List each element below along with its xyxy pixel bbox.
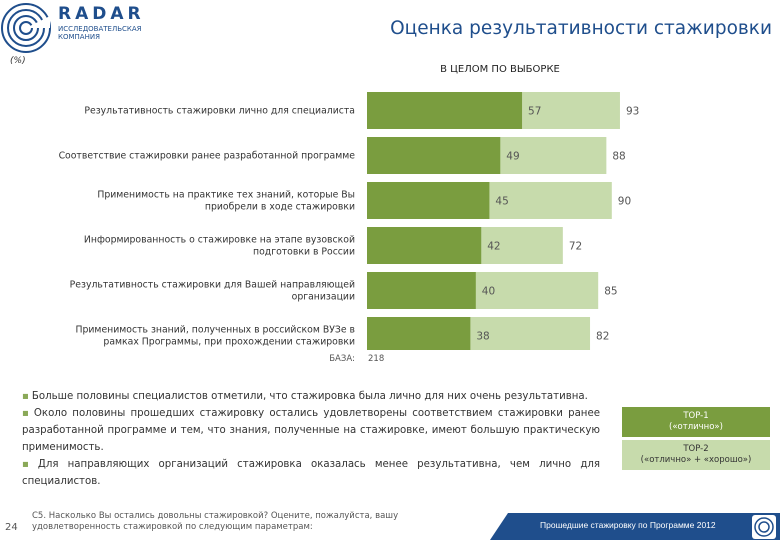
value-label-top2-4: 72 (569, 241, 582, 253)
value-label-top2-6: 82 (596, 331, 609, 343)
category-label-4: Информированность о стажировке на этапе … (84, 235, 355, 258)
value-label-top1-1: 57 (528, 106, 541, 118)
bullet-icon: ▪ (22, 391, 29, 402)
bar-top1-3 (367, 182, 490, 219)
bar-top1-5 (367, 272, 476, 309)
base-label: БАЗА: (329, 354, 355, 364)
bar-top1-2 (367, 137, 501, 174)
value-label-top2-1: 93 (626, 106, 639, 118)
base-value: 218 (368, 354, 385, 364)
note-1: ▪ Больше половины специалистов отметили, … (22, 388, 600, 405)
category-label-6: Применимость знаний, полученных в россий… (76, 325, 356, 348)
question-text: С5. Насколько Вы остались довольны стажи… (32, 511, 399, 532)
note-2: ▪ Около половины прошедших стажировку ост… (22, 405, 600, 456)
legend-top2-title: TOP-2 (683, 444, 709, 454)
radar-small-logo-icon (752, 515, 776, 539)
legend-top2: TOP-2 («отлично» + «хорошо») (622, 440, 770, 470)
bar-top1-1 (367, 92, 523, 129)
note-3: ▪ Для направляющих организаций стажировка… (22, 456, 600, 490)
value-label-top1-5: 40 (482, 286, 495, 298)
value-label-top1-2: 49 (506, 151, 519, 163)
note-text: Для направляющих организаций стажировка … (22, 459, 600, 487)
bar-top1-6 (367, 317, 471, 350)
note-text: Около половины прошедших стажировку оста… (22, 408, 601, 453)
legend-top1-desc: («отлично») (669, 422, 723, 432)
logo-name: RADAR (58, 4, 145, 24)
value-label-top2-3: 90 (618, 196, 631, 208)
category-label-1: Результативность стажировки лично для сп… (84, 106, 355, 117)
page-number: 24 (5, 522, 18, 533)
chart-title: В ЦЕЛОМ ПО ВЫБОРКЕ (440, 64, 560, 75)
bar-chart: 57 93 Результативность стажировки лично дл… (59, 92, 639, 350)
value-label-top1-3: 45 (495, 196, 508, 208)
legend-top1: TOP-1 («отлично») (622, 407, 770, 437)
value-label-top2-2: 88 (612, 151, 625, 163)
unit-label: (%) (10, 56, 26, 66)
footer-caption: Прошедшие стажировку по Программе 2012 (540, 520, 716, 530)
category-label-2: Соответствие стажировки ранее разработан… (59, 151, 356, 162)
value-label-top1-4: 42 (487, 241, 500, 253)
bar-top1-4 (367, 227, 482, 264)
value-label-top2-5: 85 (604, 286, 617, 298)
legend-top1-title: TOP-1 (683, 411, 709, 421)
note-text: Больше половины специалистов отметили, ч… (31, 391, 588, 402)
category-label-3: Применимость на практике тех знаний, кот… (97, 190, 355, 213)
category-label-5: Результативность стажировки для Вашей на… (70, 280, 355, 303)
logo-subtitle: ИССЛЕДОВАТЕЛЬСКАЯ КОМПАНИЯ (58, 25, 142, 41)
radar-logo-icon (1, 3, 51, 53)
value-label-top1-6: 38 (476, 331, 489, 343)
summary-notes: ▪ Больше половины специалистов отметили, … (22, 388, 600, 490)
page-title: Оценка результативности стажировки (390, 18, 772, 39)
radar-logo: RADAR ИССЛЕДОВАТЕЛЬСКАЯ КОМПАНИЯ (0, 0, 150, 60)
bullet-icon: ▪ (22, 408, 31, 419)
legend-top2-desc: («отлично» + «хорошо») (640, 455, 752, 465)
footer-band (490, 513, 780, 540)
bullet-icon: ▪ (22, 459, 35, 470)
